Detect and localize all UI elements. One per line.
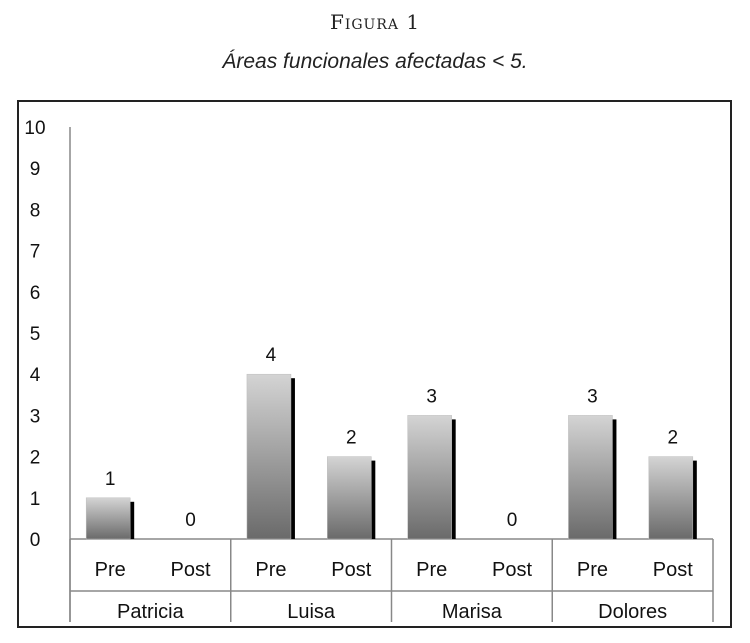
subcategory-label: Pre (416, 559, 447, 581)
bar (327, 456, 372, 540)
bar (85, 497, 131, 540)
y-tick-label: 6 (30, 283, 41, 304)
bars (85, 373, 697, 540)
y-tick-label: 8 (30, 200, 41, 221)
y-tick-label: 0 (30, 530, 41, 551)
figure-caption: Áreas funcionales afectadas < 5. (222, 50, 528, 73)
group-label: Luisa (287, 601, 336, 623)
data-label: 1 (105, 469, 116, 490)
y-tick-label: 3 (30, 406, 41, 427)
y-tick-label: 2 (30, 448, 41, 469)
group-label: Patricia (117, 601, 185, 623)
bar (568, 415, 613, 540)
data-label: 3 (426, 386, 437, 407)
y-axis-ticks: 0 1 2 3 4 5 6 7 8 9 10 (24, 118, 45, 551)
y-tick-label: 9 (30, 159, 41, 180)
chart-axes (69, 127, 714, 622)
figure-label: Figura 1 (329, 10, 421, 34)
y-tick-label: 7 (30, 242, 41, 263)
subcategory-label: Post (171, 559, 211, 581)
subcategory-label: Pre (255, 559, 286, 581)
data-label: 0 (185, 510, 196, 531)
bar (246, 373, 292, 540)
group-label: Dolores (598, 601, 667, 623)
subcategory-label: Post (653, 559, 693, 581)
data-labels: 1 0 4 2 3 0 3 2 (105, 345, 678, 531)
data-label: 0 (507, 510, 518, 531)
subcategory-label: Post (331, 559, 371, 581)
data-label: 4 (266, 345, 277, 366)
y-tick-label: 1 (30, 489, 41, 510)
subcategory-label: Pre (577, 559, 608, 581)
bar (648, 456, 694, 540)
data-label: 2 (668, 428, 679, 449)
subcategory-label: Pre (95, 559, 126, 581)
data-label: 3 (587, 386, 598, 407)
y-tick-label: 10 (24, 118, 45, 139)
subcategory-label: Post (492, 559, 532, 581)
group-label: Marisa (442, 601, 503, 623)
data-label: 2 (346, 428, 357, 449)
y-tick-label: 4 (30, 365, 41, 386)
bar (407, 415, 452, 540)
y-tick-label: 5 (30, 324, 41, 345)
